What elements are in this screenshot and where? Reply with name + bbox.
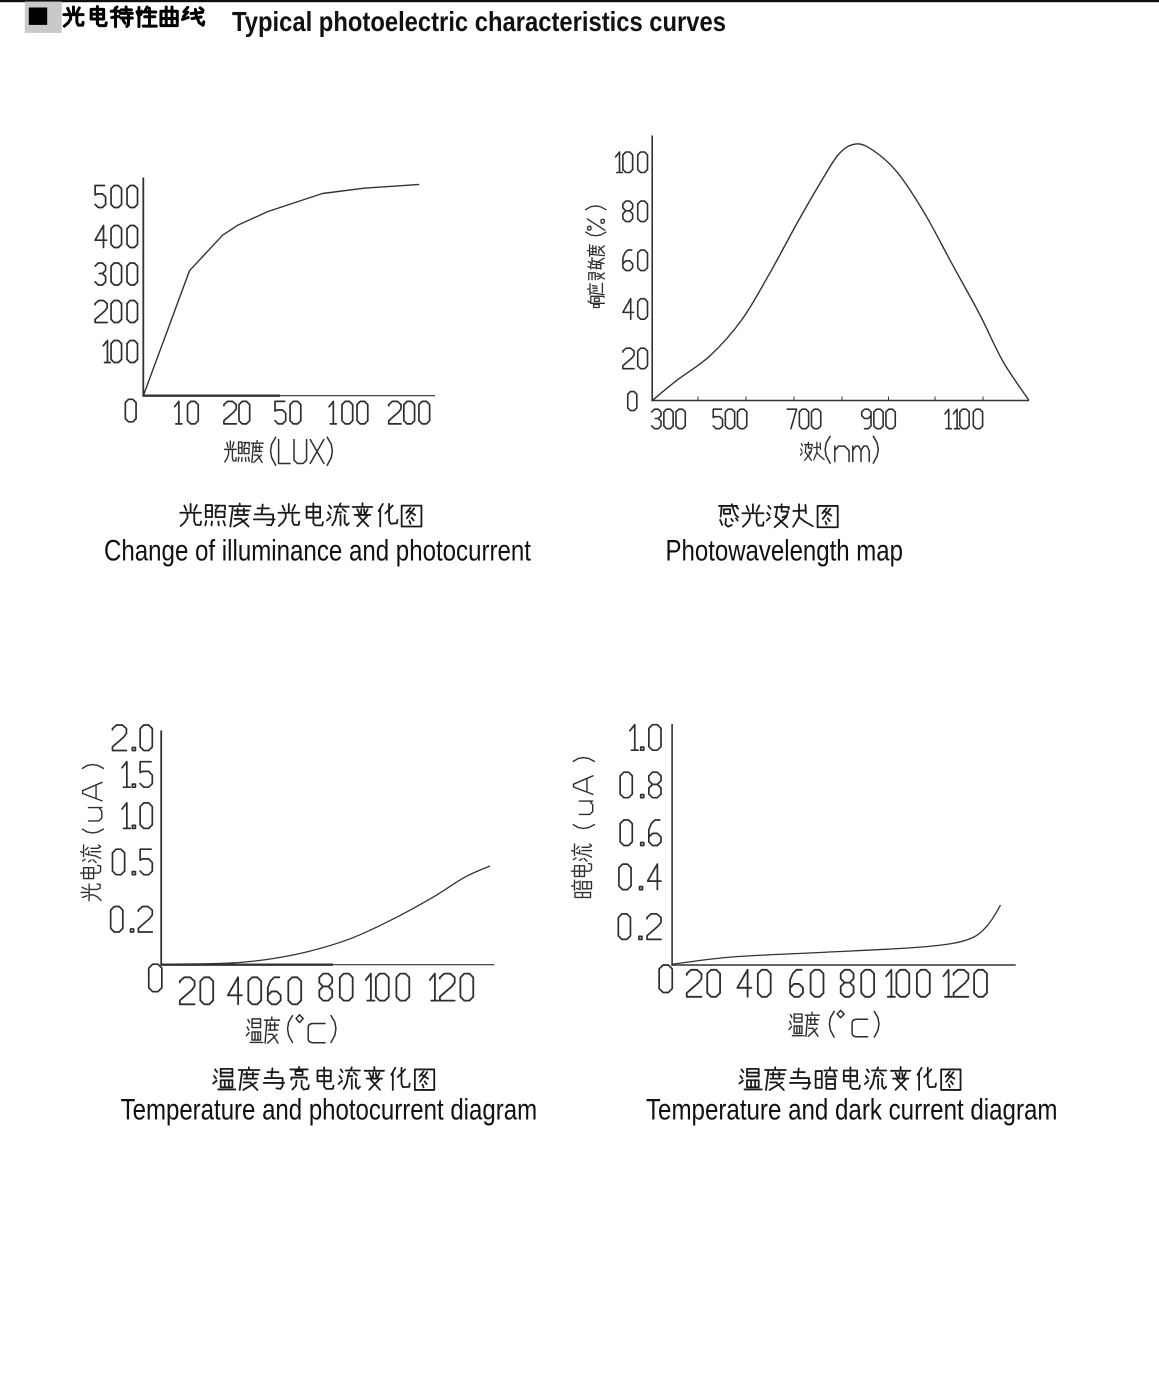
svg-text:Typical photoelectric characte: Typical photoelectric characteristics cu… bbox=[232, 6, 726, 37]
svg-text:Temperature and dark current d: Temperature and dark current diagram bbox=[646, 1094, 1058, 1127]
svg-text:Temperature and photocurrent d: Temperature and photocurrent diagram bbox=[121, 1094, 537, 1127]
svg-text:Photowavelength map: Photowavelength map bbox=[666, 534, 904, 567]
svg-text:Change of illuminance and phot: Change of illuminance and photocurrent bbox=[104, 534, 531, 567]
